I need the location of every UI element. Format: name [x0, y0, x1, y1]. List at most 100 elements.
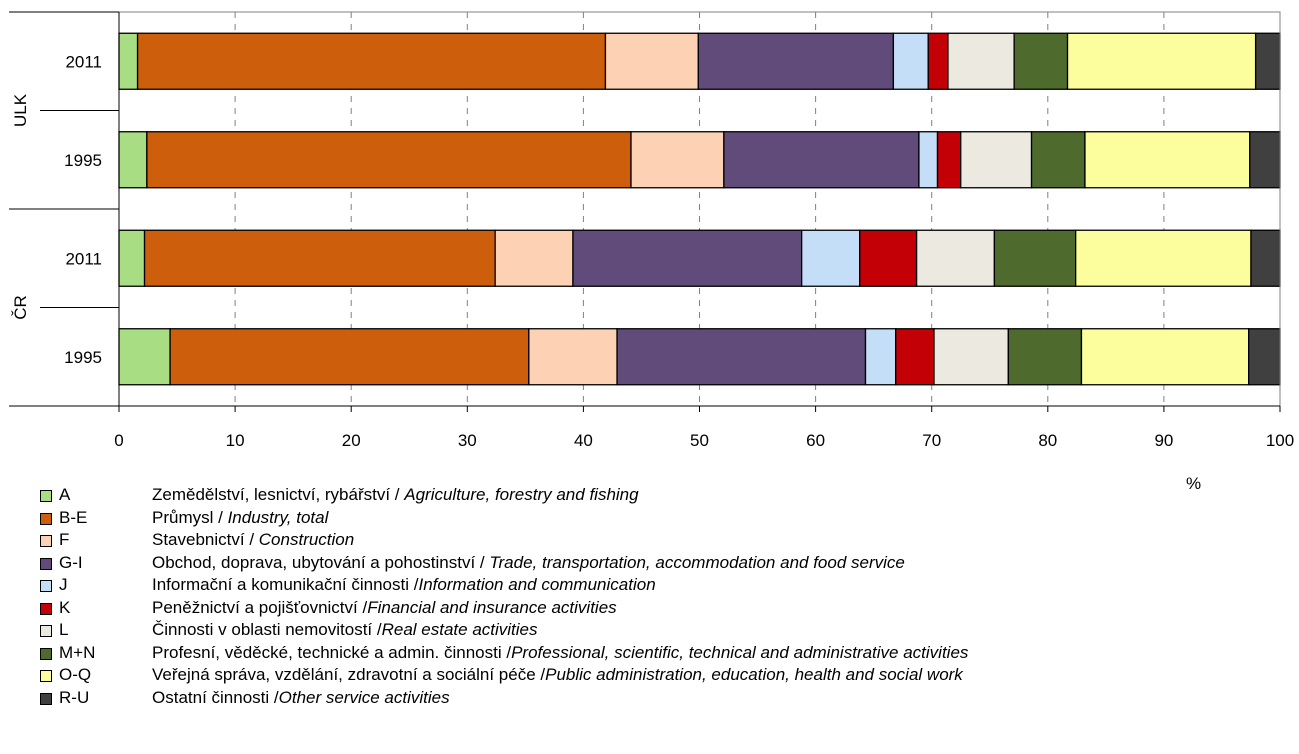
- legend-label-en: Information and communication: [418, 575, 656, 594]
- x-tick-label: 20: [342, 431, 361, 450]
- bar-segment-f: [604, 32, 699, 90]
- bar-segment-g-i: [723, 131, 920, 189]
- bar-segment-g-i: [616, 328, 867, 386]
- legend-code: L: [59, 620, 69, 639]
- bar-segment-m-n: [993, 229, 1077, 287]
- bar-segment-a: [118, 328, 171, 386]
- legend-swatch: [40, 490, 52, 502]
- legend-swatch: [40, 557, 52, 570]
- x-tick-label: 100: [1266, 431, 1294, 450]
- legend-swatch: [40, 647, 52, 660]
- axes: [9, 11, 1281, 412]
- legend-label-en: Professional, scientific, technical and …: [511, 642, 969, 662]
- legend-label-cz: Informační a komunikační činnosti /: [152, 575, 419, 594]
- legend-code: F: [59, 530, 70, 549]
- bar-segment-m-n: [1030, 131, 1086, 189]
- legend-label: Průmysl / Industry, total: [152, 507, 328, 530]
- legend-label: Zemědělství, lesnictví, rybářství / Agri…: [152, 484, 639, 507]
- bar-segment-k: [859, 229, 918, 287]
- legend-item: B-E Průmysl / Industry, total: [40, 507, 1280, 530]
- x-tick-label: 80: [1038, 431, 1057, 450]
- legend-label-en: Construction: [258, 530, 355, 549]
- bar-segment-r-u: [1254, 32, 1281, 90]
- legend-label-cz: Zemědělství, lesnictví, rybářství /: [152, 485, 405, 504]
- bar-segment-b-e: [143, 229, 496, 287]
- x-tick-label: 10: [226, 431, 245, 450]
- legend-item: J Informační a komunikační činnosti /Info…: [40, 574, 1280, 597]
- legend-label-en: Public administration, education, health…: [545, 665, 963, 684]
- bar-segment-b-e: [136, 32, 607, 90]
- bar-segment-j: [892, 32, 929, 90]
- bar-segment-g-i: [697, 32, 895, 90]
- bar-segment-j: [864, 328, 897, 386]
- bar-segment-a: [118, 229, 146, 287]
- legend-label: Činnosti v oblasti nemovitostí /Real est…: [152, 619, 538, 642]
- legend-label: Peněžnictví a pojišťovnictví /Financial …: [152, 597, 617, 620]
- legend-label-en: Trade, transportation, accommodation and…: [489, 552, 905, 572]
- legend-label-cz: Obchod, doprava, ubytování a pohostinstv…: [152, 552, 490, 572]
- x-tick-label: 70: [922, 431, 941, 450]
- y-category-labels: 2011 1995 2011 1995: [64, 52, 102, 367]
- legend-item: A Zemědělství, lesnictví, rybářství / Agr…: [40, 484, 1280, 507]
- bars: [118, 32, 1281, 386]
- bar-segment-j: [801, 229, 861, 287]
- bar-segment-k: [895, 328, 935, 386]
- bar-segment-l: [947, 32, 1015, 90]
- legend-label-cz: Průmysl /: [152, 507, 228, 527]
- y-category-label: 2011: [65, 249, 102, 268]
- y-group-label: ČR: [11, 295, 30, 320]
- legend-item: R-U Ostatní činnosti /Other service activ…: [40, 687, 1280, 710]
- legend-label: Obchod, doprava, ubytování a pohostinstv…: [152, 552, 905, 575]
- legend-item: O-Q Veřejná správa, vzdělání, zdravotní a…: [40, 664, 1280, 687]
- legend-label: Ostatní činnosti /Other service activiti…: [152, 687, 450, 710]
- legend-label: Veřejná správa, vzdělání, zdravotní a so…: [152, 664, 963, 687]
- bar-segment-m-n: [1013, 32, 1069, 90]
- legend-label-en: Real estate activities: [381, 620, 538, 639]
- bar-segment-j: [918, 131, 939, 189]
- legend-label-en: Financial and insurance activities: [367, 597, 617, 617]
- bar-segment-k: [936, 131, 962, 189]
- legend-label-cz: Profesní, věděcké, technické a admin. či…: [152, 642, 512, 662]
- legend-code: M+N: [59, 642, 96, 662]
- bar-segment-o-q: [1084, 131, 1251, 189]
- bar-segment-a: [118, 32, 139, 90]
- x-tick-label: 50: [690, 431, 709, 450]
- y-category-label: 1995: [64, 348, 102, 367]
- x-tick-label: 40: [574, 431, 593, 450]
- legend-label: Stavebnictví / Construction: [152, 529, 354, 552]
- x-tick-label: 0: [114, 431, 123, 450]
- legend-swatch: [40, 625, 52, 637]
- bar-segment-r-u: [1250, 229, 1281, 287]
- bar-segment-m-n: [1007, 328, 1083, 386]
- legend: A Zemědělství, lesnictví, rybářství / Agr…: [40, 484, 1280, 709]
- bar-segment-l: [915, 229, 996, 287]
- legend-code: A: [59, 485, 71, 504]
- legend-item: F Stavebnictví / Construction: [40, 529, 1280, 552]
- x-axis-label: %: [1186, 474, 1202, 493]
- legend-swatch: [40, 670, 52, 682]
- bar-segment-k: [927, 32, 949, 90]
- bar-segment-r-u: [1249, 131, 1281, 189]
- x-tick-label: 30: [458, 431, 477, 450]
- legend-label-cz: Peněžnictví a pojišťovnictví /: [152, 597, 368, 617]
- bar-segment-f: [630, 131, 725, 189]
- y-category-label: 2011: [65, 52, 102, 71]
- bar-segment-r-u: [1248, 328, 1281, 386]
- legend-label-en: Industry, total: [227, 507, 329, 527]
- stacked-bar-chart: 0 10 20 30 40 50 60 70 80 90 100 2011199520111995 …: [9, 11, 1294, 450]
- legend-swatch: [40, 535, 52, 547]
- y-group-labels: ULK ČR: [11, 93, 30, 319]
- legend-label-cz: Stavebnictví /: [152, 530, 259, 549]
- legend-label-en: Agriculture, forestry and fishing: [404, 485, 639, 504]
- bar-segment-g-i: [572, 229, 803, 287]
- bar-segment-o-q: [1080, 328, 1250, 386]
- legend-code: J: [59, 575, 68, 594]
- legend-label-cz: Činnosti v oblasti nemovitostí /: [152, 620, 382, 639]
- legend-label: Profesní, věděcké, technické a admin. či…: [152, 642, 968, 665]
- legend-item: K Peněžnictví a pojišťovnictví /Financial…: [40, 597, 1280, 620]
- legend-code: O-Q: [59, 665, 92, 684]
- legend-label: Informační a komunikační činnosti /Infor…: [152, 574, 656, 597]
- legend-swatch: [40, 692, 52, 705]
- legend-code: R-U: [59, 687, 90, 707]
- legend-item: L Činnosti v oblasti nemovitostí /Real es…: [40, 619, 1280, 642]
